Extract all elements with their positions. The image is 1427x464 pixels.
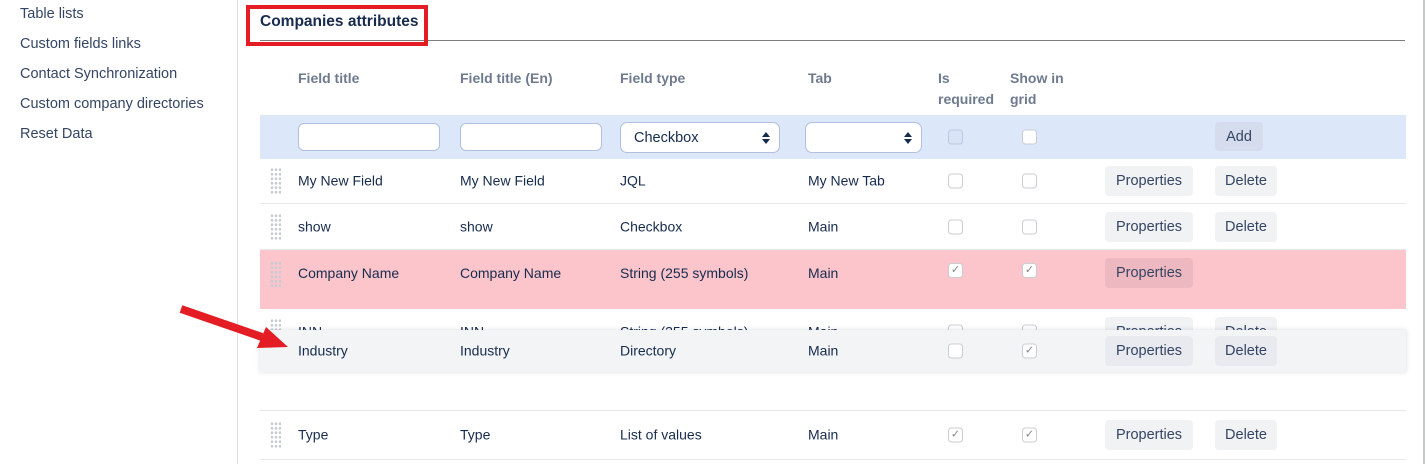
field-title-cell: Company Name <box>298 265 400 281</box>
field-title-en-cell: Type <box>460 426 491 443</box>
field-title-input[interactable] <box>298 123 440 151</box>
is-required-checkbox[interactable]: ✓ <box>948 263 963 278</box>
drag-handle-icon[interactable] <box>270 421 281 449</box>
field-title-en-input[interactable] <box>460 123 602 151</box>
field-type-cell: JQL <box>620 172 646 189</box>
field-title-cell: My New Field <box>298 172 383 189</box>
field-type-select-value: Checkbox <box>634 129 699 146</box>
properties-button[interactable]: Properties <box>1105 336 1193 366</box>
is-required-checkbox[interactable] <box>948 173 963 189</box>
show-in-grid-checkbox[interactable]: ✓ <box>1022 263 1037 278</box>
tab-cell: Main <box>808 342 839 359</box>
drag-handle-icon[interactable] <box>270 213 281 240</box>
table-row-company-name: Company Name Company Name String (255 sy… <box>260 250 1406 309</box>
properties-button[interactable]: Properties <box>1105 166 1193 196</box>
page-title: Companies attributes <box>260 13 419 30</box>
show-in-grid-checkbox[interactable] <box>1022 129 1037 145</box>
sidebar: Table lists Custom fields links Contact … <box>20 3 230 153</box>
column-header-field-title: Field title <box>298 70 360 86</box>
companies-attributes-panel: Companies attributes Field title Field t… <box>260 0 1406 464</box>
add-button[interactable]: Add <box>1215 122 1263 151</box>
tab-select[interactable] <box>805 122 922 153</box>
table-row-my-new-field: My New Field My New Field JQL My New Tab… <box>260 159 1406 204</box>
field-type-cell: String (255 symbols) <box>620 265 749 281</box>
delete-button[interactable]: Delete <box>1215 336 1277 366</box>
title-underline <box>260 40 1405 41</box>
field-type-cell: Checkbox <box>620 218 683 234</box>
is-required-checkbox[interactable] <box>948 129 963 145</box>
sidebar-item-custom-fields-links[interactable]: Custom fields links <box>20 36 141 52</box>
sidebar-item-table-lists[interactable]: Table lists <box>20 6 84 22</box>
sidebar-item-reset-data[interactable]: Reset Data <box>20 126 93 142</box>
column-header-field-title-en: Field title (En) <box>460 70 553 86</box>
tab-cell: My New Tab <box>808 172 885 189</box>
drag-handle-icon[interactable] <box>270 167 281 195</box>
column-header-show-in-grid: Show in grid <box>1010 70 1064 107</box>
add-attribute-row: Checkbox Add <box>260 115 1406 159</box>
is-required-checkbox[interactable] <box>948 343 963 359</box>
column-header-field-type: Field type <box>620 70 686 86</box>
field-type-cell: Directory <box>620 342 677 359</box>
field-title-en-cell: My New Field <box>460 172 545 189</box>
field-title-en-cell: show <box>460 218 493 234</box>
field-title-cell: Type <box>298 426 329 443</box>
table-row-show: show show Checkbox Main Properties Delet… <box>260 204 1406 250</box>
field-title-en-cell: Industry <box>460 342 510 359</box>
drag-zone: INN INN String (255 symbols) Main Proper… <box>260 309 1406 372</box>
show-in-grid-checkbox[interactable] <box>1022 219 1037 234</box>
tab-cell: Main <box>808 426 839 443</box>
delete-button[interactable]: Delete <box>1215 420 1277 450</box>
is-required-checkbox[interactable]: ✓ <box>948 427 963 443</box>
sidebar-divider <box>237 0 238 464</box>
delete-button[interactable]: Delete <box>1215 166 1277 196</box>
tab-cell: Main <box>808 265 839 281</box>
properties-button[interactable]: Properties <box>1105 258 1193 288</box>
sidebar-item-contact-synchronization[interactable]: Contact Synchronization <box>20 66 178 82</box>
show-in-grid-checkbox[interactable] <box>1022 173 1037 189</box>
field-type-cell: List of values <box>620 426 702 443</box>
properties-button[interactable]: Properties <box>1105 420 1193 450</box>
delete-button[interactable]: Delete <box>1215 211 1277 242</box>
column-header-is-required: Is required <box>938 70 995 107</box>
properties-button[interactable]: Properties <box>1105 211 1193 242</box>
tab-cell: Main <box>808 218 839 234</box>
column-header-tab: Tab <box>808 70 832 86</box>
is-required-checkbox[interactable] <box>948 219 963 234</box>
page-edge-line <box>1423 0 1425 464</box>
table-row-industry: Industry Industry Directory Main ✓ Prope… <box>260 330 1406 372</box>
field-title-cell: Industry <box>298 342 348 359</box>
field-title-cell: show <box>298 218 331 234</box>
field-title-en-cell: Company Name <box>460 265 562 281</box>
sidebar-item-custom-company-directories[interactable]: Custom company directories <box>20 96 204 112</box>
select-stepper-icon <box>904 131 912 144</box>
field-type-select[interactable]: Checkbox <box>620 122 780 153</box>
show-in-grid-checkbox[interactable]: ✓ <box>1022 427 1037 443</box>
show-in-grid-checkbox[interactable]: ✓ <box>1022 343 1037 359</box>
table-row-type: Type Type List of values Main ✓ ✓ Proper… <box>260 410 1406 460</box>
select-stepper-icon <box>762 131 770 144</box>
drag-handle-icon[interactable] <box>270 261 281 288</box>
